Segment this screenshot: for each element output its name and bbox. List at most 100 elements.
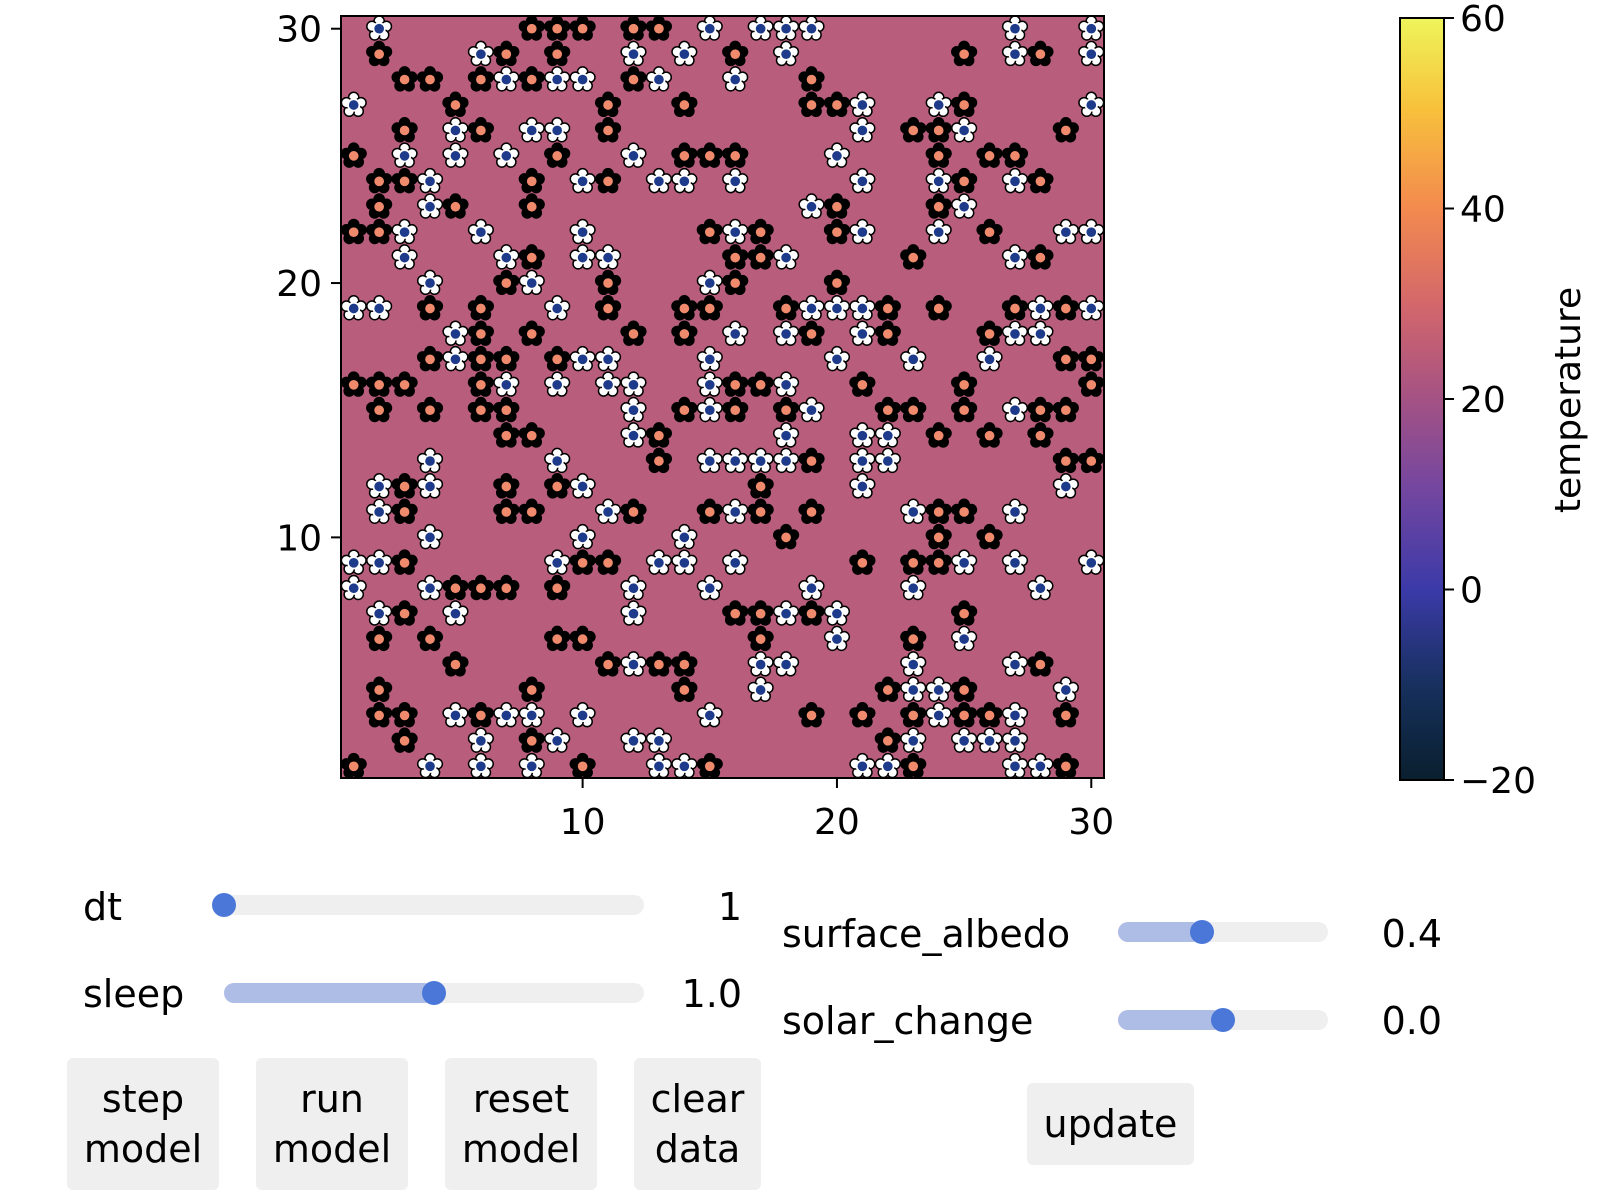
white-daisy bbox=[493, 371, 520, 397]
sleep-label: sleep bbox=[83, 972, 185, 1016]
black-daisy bbox=[798, 91, 825, 118]
dt-slider-track[interactable] bbox=[224, 895, 644, 915]
clear-data-button[interactable]: clear data bbox=[634, 1058, 761, 1190]
black-daisy bbox=[671, 676, 698, 702]
black-daisy bbox=[798, 701, 825, 728]
white-daisy bbox=[696, 371, 723, 397]
solar-change-slider[interactable] bbox=[1118, 1008, 1328, 1032]
white-daisy bbox=[1001, 701, 1029, 728]
black-daisy bbox=[1052, 116, 1079, 143]
black-daisy bbox=[391, 473, 418, 499]
white-daisy bbox=[849, 167, 876, 194]
black-daisy bbox=[874, 320, 901, 346]
white-daisy bbox=[696, 396, 723, 423]
white-daisy bbox=[416, 473, 444, 499]
dt-slider[interactable] bbox=[212, 893, 644, 917]
black-daisy bbox=[1001, 142, 1029, 168]
white-daisy bbox=[925, 701, 952, 728]
reset-model-button[interactable]: reset model bbox=[445, 1058, 597, 1190]
black-daisy bbox=[467, 320, 494, 346]
black-daisy bbox=[747, 625, 774, 652]
white-daisy bbox=[772, 447, 800, 474]
white-daisy bbox=[747, 651, 774, 677]
white-daisy bbox=[645, 752, 673, 778]
white-daisy bbox=[696, 345, 723, 372]
black-daisy bbox=[798, 66, 825, 92]
reset-model-button-label: reset model bbox=[461, 1077, 581, 1171]
white-daisy bbox=[900, 345, 927, 372]
black-daisy bbox=[671, 651, 698, 677]
black-daisy bbox=[849, 549, 876, 575]
white-daisy bbox=[798, 295, 825, 321]
sleep-slider[interactable] bbox=[224, 981, 644, 1005]
white-daisy bbox=[442, 320, 469, 346]
x-tick-label: 20 bbox=[814, 802, 860, 843]
black-daisy bbox=[416, 625, 444, 652]
white-daisy bbox=[341, 91, 367, 118]
white-daisy bbox=[696, 16, 723, 41]
white-daisy bbox=[569, 66, 596, 92]
black-daisy bbox=[467, 295, 494, 321]
black-daisy bbox=[391, 498, 418, 524]
white-daisy bbox=[798, 16, 825, 41]
white-daisy bbox=[772, 16, 800, 41]
black-daisy bbox=[1027, 396, 1054, 423]
black-daisy bbox=[391, 66, 418, 92]
black-daisy bbox=[976, 701, 1003, 728]
black-daisy bbox=[900, 701, 927, 728]
white-daisy bbox=[1078, 16, 1104, 41]
white-daisy bbox=[722, 498, 749, 524]
black-daisy bbox=[391, 371, 418, 397]
black-daisy bbox=[493, 269, 520, 296]
black-daisy bbox=[544, 40, 571, 67]
white-daisy bbox=[645, 167, 673, 194]
white-daisy bbox=[772, 244, 800, 270]
black-daisy bbox=[518, 16, 545, 41]
white-daisy bbox=[442, 345, 469, 372]
white-daisy bbox=[594, 244, 622, 270]
black-daisy bbox=[620, 16, 647, 41]
black-daisy bbox=[1052, 447, 1079, 474]
step-model-button[interactable]: step model bbox=[67, 1058, 219, 1190]
white-daisy bbox=[544, 447, 571, 474]
surface-albedo-slider-knob[interactable] bbox=[1190, 920, 1214, 944]
white-daisy bbox=[722, 66, 749, 92]
sleep-slider-knob[interactable] bbox=[422, 981, 446, 1005]
colorbar-tick-label: 60 bbox=[1460, 0, 1506, 40]
solar-change-label: solar_change bbox=[782, 999, 1034, 1043]
black-daisy bbox=[671, 396, 698, 423]
black-daisy bbox=[1078, 345, 1104, 372]
black-daisy bbox=[1078, 447, 1104, 474]
white-daisy bbox=[671, 40, 698, 67]
solar-change-slider-knob[interactable] bbox=[1211, 1008, 1235, 1032]
white-daisy bbox=[594, 498, 622, 524]
run-model-button[interactable]: run model bbox=[256, 1058, 408, 1190]
white-daisy bbox=[645, 66, 673, 92]
white-daisy bbox=[925, 167, 952, 194]
clear-data-button-label: clear data bbox=[650, 1077, 745, 1171]
black-daisy bbox=[645, 422, 673, 448]
step-model-button-label: step model bbox=[83, 1077, 203, 1171]
black-daisy bbox=[467, 371, 494, 397]
white-daisy bbox=[366, 473, 393, 499]
black-daisy bbox=[493, 396, 520, 423]
black-daisy bbox=[798, 447, 825, 474]
update-button[interactable]: update bbox=[1027, 1083, 1194, 1165]
white-daisy bbox=[849, 116, 876, 143]
white-daisy bbox=[1001, 244, 1029, 270]
black-daisy bbox=[671, 91, 698, 118]
black-daisy bbox=[849, 371, 876, 397]
dt-slider-knob[interactable] bbox=[212, 893, 236, 917]
white-daisy bbox=[696, 447, 723, 474]
white-daisy bbox=[467, 752, 494, 778]
black-daisy bbox=[544, 625, 571, 652]
white-daisy bbox=[493, 66, 520, 92]
white-daisy bbox=[849, 473, 876, 499]
black-daisy bbox=[620, 320, 647, 346]
black-daisy bbox=[493, 40, 520, 67]
surface-albedo-slider[interactable] bbox=[1118, 920, 1328, 944]
colorbar bbox=[1399, 17, 1445, 781]
white-daisy bbox=[416, 574, 444, 601]
white-daisy bbox=[772, 651, 800, 677]
black-daisy bbox=[900, 396, 927, 423]
